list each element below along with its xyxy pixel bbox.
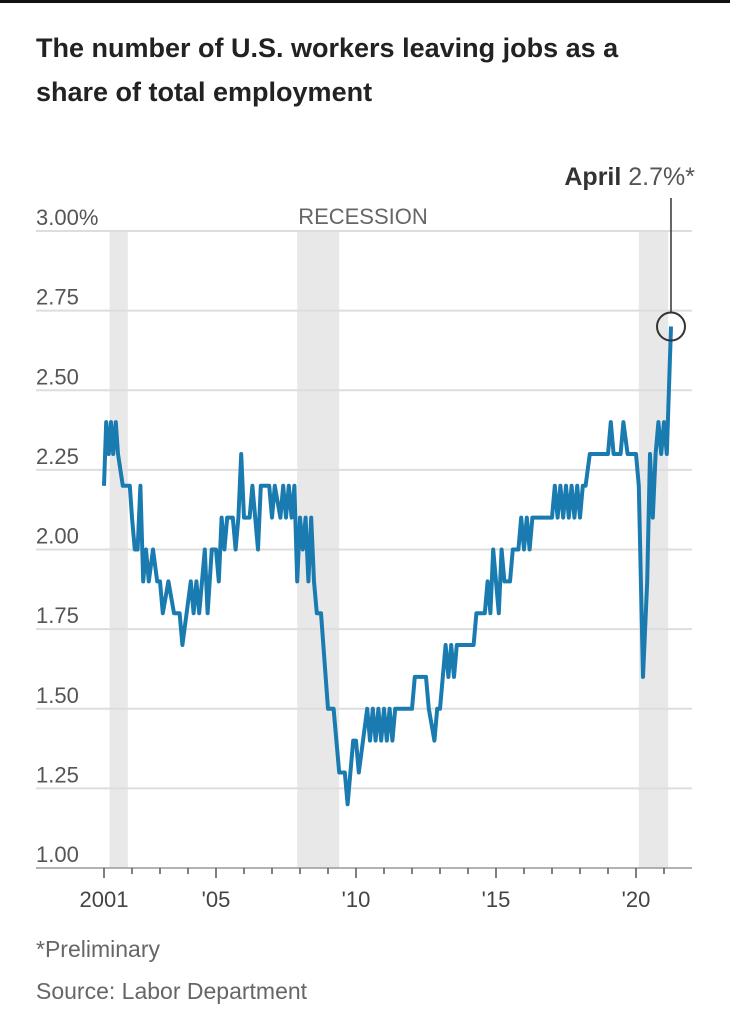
x-tick-label: 2001 bbox=[80, 887, 129, 912]
x-tick-label: '15 bbox=[482, 887, 511, 912]
y-tick-label: 2.00 bbox=[36, 524, 79, 549]
source-note: Source: Labor Department bbox=[36, 978, 308, 1004]
y-tick-label: 2.75 bbox=[36, 285, 79, 310]
y-tick-label: 2.50 bbox=[36, 364, 79, 389]
annotation-month: April bbox=[564, 163, 628, 191]
annotation-value: 2.7%* bbox=[628, 163, 695, 191]
x-tick-label: '20 bbox=[622, 887, 651, 912]
chart-title: The number of U.S. workers leaving jobs … bbox=[36, 33, 619, 107]
y-tick-label: 1.50 bbox=[36, 683, 79, 708]
y-tick-label: 2.25 bbox=[36, 444, 79, 469]
annotation-label: April 2.7%* bbox=[564, 163, 695, 191]
y-tick-label: 1.00 bbox=[36, 842, 79, 867]
footnote: *Preliminary bbox=[36, 936, 160, 962]
x-tick-label: '10 bbox=[342, 887, 371, 912]
top-rule bbox=[0, 0, 730, 3]
y-tick-label: 1.75 bbox=[36, 603, 79, 628]
series-line bbox=[102, 326, 673, 807]
annotation-circle bbox=[656, 311, 686, 342]
x-tick-label: '05 bbox=[202, 887, 231, 912]
y-tick-label: 3.00% bbox=[36, 205, 98, 230]
recession-label: RECESSION bbox=[298, 204, 428, 229]
y-tick-label: 1.25 bbox=[36, 762, 79, 787]
